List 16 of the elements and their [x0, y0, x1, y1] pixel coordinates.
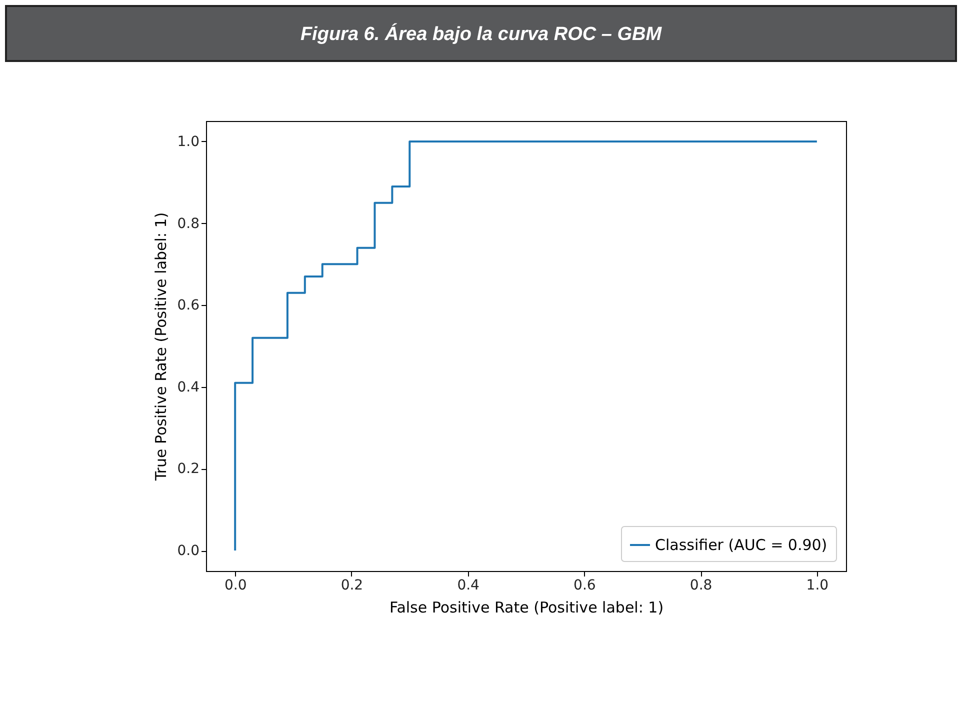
chart-title: Figura 6. Área bajo la curva ROC – GBM: [300, 23, 663, 45]
y-tick-label: 0.6: [177, 298, 200, 314]
x-tick-label: 0.0: [224, 578, 247, 594]
x-axis-title: False Positive Rate (Positive label: 1): [389, 598, 664, 616]
x-tick-label: 0.6: [574, 578, 596, 594]
y-axis-title: True Positive Rate (Positive label: 1): [152, 212, 170, 482]
x-tick-label: 1.0: [806, 578, 829, 594]
x-tick-label: 0.8: [690, 578, 712, 594]
y-tick-label: 1.0: [177, 134, 200, 150]
y-tick-label: 0.8: [177, 216, 200, 232]
x-tick-label: 0.4: [457, 578, 480, 594]
y-tick-label: 0.4: [177, 379, 200, 396]
legend-label: Classifier (AUC = 0.90): [655, 536, 828, 554]
x-tick-label: 0.2: [340, 578, 364, 594]
y-tick-label: 0.0: [177, 543, 200, 560]
y-tick-label: 0.2: [177, 461, 200, 478]
